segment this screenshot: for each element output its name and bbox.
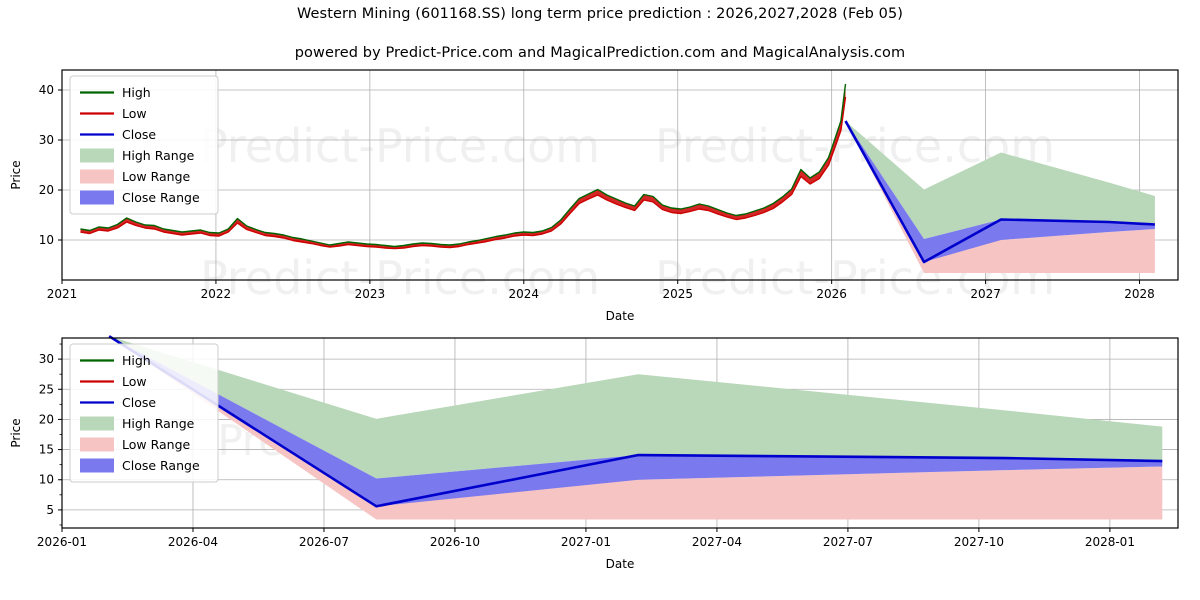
y-tick-label: 10 (39, 233, 54, 247)
overview-chart: Predict-Price.com Predict-Price.comPredic… (9, 69, 1179, 323)
legend-item-label: Low (122, 374, 147, 389)
high-range-band (845, 121, 1155, 239)
axes-frame (61, 337, 1179, 529)
close-forecast-line (108, 335, 1163, 508)
legend-item: Low Range (80, 437, 191, 452)
close-range-band (845, 121, 1155, 262)
y-tick-label: 20 (39, 183, 54, 197)
legend-patch-swatch (80, 458, 114, 473)
legend-patch-swatch (80, 416, 114, 431)
history-low-line (80, 96, 847, 250)
x-tick-label: 2027-07 (823, 535, 873, 549)
x-tick-label: 2027 (970, 287, 1001, 301)
y-tick-label: 15 (39, 443, 54, 457)
detail-chart: Predict-Price.comPredict-Price.com2026-0… (9, 335, 1179, 571)
legend-item-label: Close Range (122, 190, 200, 205)
x-tick-label: 2022 (201, 287, 232, 301)
chart-legend: High Low Close High Range Low Range Close Ran… (69, 75, 219, 215)
legend-patch-swatch (80, 148, 114, 163)
y-tick-label: 5 (46, 503, 54, 517)
y-tick-label: 40 (39, 83, 54, 97)
legend-item-label: High (122, 85, 151, 100)
legend-item-label: High (122, 353, 151, 368)
low-range-band (109, 336, 1163, 520)
legend-item: Close Range (80, 458, 200, 473)
legend-item: Close (80, 395, 156, 410)
legend-patch-swatch (80, 169, 114, 184)
x-tick-label: 2025 (662, 287, 693, 301)
y-tick-label: 20 (39, 412, 54, 426)
legend-item-label: Close (122, 395, 156, 410)
close-forecast-line (844, 120, 1155, 264)
x-axis-title: Date (606, 557, 635, 571)
chart-legend: High Low Close High Range Low Range Close Ran… (69, 343, 219, 483)
x-tick-label: 2026-10 (430, 535, 480, 549)
x-tick-label: 2027-01 (561, 535, 611, 549)
legend-item: High Range (80, 148, 195, 163)
legend-item-label: Close Range (122, 458, 200, 473)
legend-item-label: Low Range (122, 437, 191, 452)
x-tick-label: 2021 (47, 287, 78, 301)
x-tick-label: 2026 (816, 287, 847, 301)
legend-item: High Range (80, 416, 195, 431)
y-tick-label: 25 (39, 382, 54, 396)
high-range-band (109, 336, 1163, 479)
y-axis-title: Price (9, 418, 23, 447)
legend-item: Low Range (80, 169, 191, 184)
y-tick-label: 10 (39, 473, 54, 487)
legend-item-label: Low (122, 106, 147, 121)
watermark-text: Predict-Price.com (200, 251, 600, 305)
x-tick-label: 2028 (1124, 287, 1155, 301)
x-tick-label: 2026-07 (299, 535, 349, 549)
legend-item: Low (80, 374, 147, 389)
x-axis-title: Date (606, 309, 635, 323)
legend-item: Low (80, 106, 147, 121)
legend-item: Close (80, 127, 156, 142)
close-range-band (109, 336, 1163, 507)
history-high-line (80, 83, 847, 248)
figure-title: Western Mining (601168.SS) long term pri… (296, 6, 904, 22)
x-tick-label: 2028-01 (1085, 535, 1135, 549)
legend-item-label: Close (122, 127, 156, 142)
legend-item-label: High Range (122, 148, 195, 163)
watermark-text: Predict-Price.com (200, 119, 600, 173)
legend-patch-swatch (80, 190, 114, 205)
legend-item-label: High Range (122, 416, 195, 431)
x-tick-label: 2023 (355, 287, 386, 301)
x-tick-label: 2026-04 (168, 535, 218, 549)
axes-frame (61, 69, 1179, 281)
low-range-band (845, 121, 1155, 273)
x-tick-label: 2026-01 (37, 535, 87, 549)
figure-subtitle: powered by Predict-Price.com and Magical… (294, 45, 906, 61)
y-tick-label: 30 (39, 352, 54, 366)
y-axis: 5 10 15 20 25 30 (39, 343, 62, 526)
x-tick-label: 2024 (509, 287, 540, 301)
x-axis: 2021 2022 2023 2024 2025 2026 2027 2028 (47, 280, 1155, 301)
x-tick-label: 2027-10 (954, 535, 1004, 549)
y-axis: 10 20 30 40 (39, 83, 62, 247)
legend-item: High (80, 353, 151, 368)
x-tick-label: 2027-04 (692, 535, 742, 549)
y-axis-title: Price (9, 160, 23, 189)
legend-item: Close Range (80, 190, 200, 205)
legend-item: High (80, 85, 151, 100)
legend-patch-swatch (80, 437, 114, 452)
legend-item-label: Low Range (122, 169, 191, 184)
x-axis: 2026-01 2026-04 2026-07 2026-10 2027-01 2027-… (37, 528, 1135, 549)
y-tick-label: 30 (39, 133, 54, 147)
